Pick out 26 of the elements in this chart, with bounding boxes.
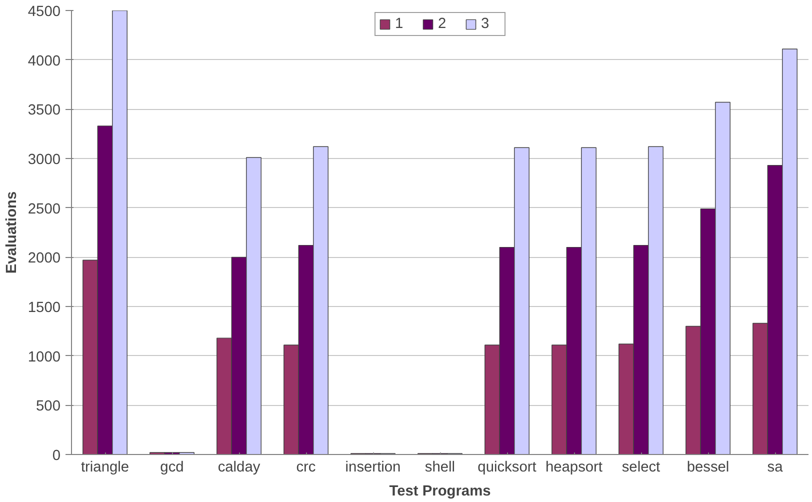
x-tick-label: insertion: [345, 460, 401, 476]
y-axis-title: Evaluations: [4, 191, 20, 274]
x-axis-title: Test Programs: [389, 484, 491, 500]
legend-label: 1: [395, 16, 404, 32]
x-tick-label: sa: [767, 460, 784, 476]
y-tick-label: 3500: [28, 102, 61, 119]
legend-label: 2: [438, 16, 448, 32]
x-tick-label: shell: [424, 460, 456, 476]
x-tick-label: crc: [296, 460, 316, 476]
x-tick-label: bessel: [686, 460, 730, 476]
x-tick-label: triangle: [80, 460, 130, 476]
legend-label: 3: [481, 16, 490, 32]
y-tick-label: 4500: [28, 4, 61, 20]
y-tick-label: 2000: [28, 250, 61, 267]
x-tick-label: quicksort: [478, 460, 536, 476]
x-tick-label: select: [622, 460, 660, 476]
x-tick-label: gcd: [160, 460, 184, 476]
y-tick-label: 3000: [28, 152, 61, 168]
y-tick-label: 2500: [28, 201, 61, 218]
x-tick-label: calday: [218, 460, 261, 476]
y-tick-label: 1500: [28, 300, 61, 316]
x-tick-label: heapsort: [545, 460, 603, 476]
y-tick-label: 4000: [28, 53, 61, 70]
y-tick-label: 0: [52, 448, 61, 464]
y-tick-label: 500: [36, 398, 61, 415]
y-tick-label: 1000: [28, 349, 61, 366]
